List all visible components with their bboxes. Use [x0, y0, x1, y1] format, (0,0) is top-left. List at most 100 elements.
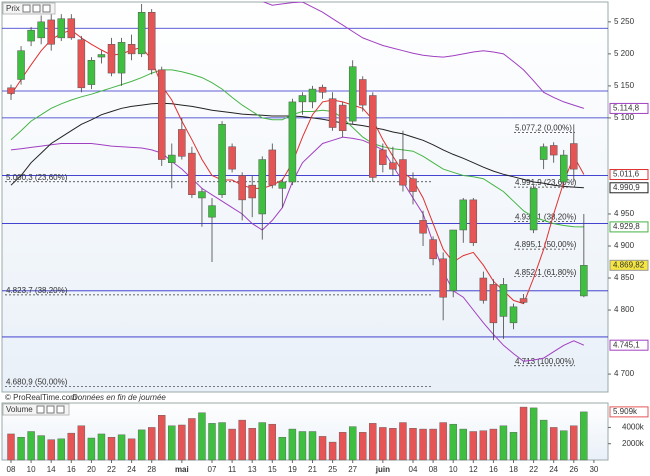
candle-body: [147, 11, 156, 71]
x-tick-label: 20: [87, 465, 96, 474]
volume-close-button[interactable]: [56, 405, 65, 414]
indicator-line: [10, 136, 585, 362]
value-box: [609, 259, 649, 271]
y-tick-label: 5 150: [614, 81, 635, 90]
volume-bar: [429, 428, 437, 461]
volume-bar: [258, 422, 266, 461]
volume-maximize-button[interactable]: [46, 405, 55, 414]
fib-label: 4.680,9 (50,00%): [6, 377, 68, 386]
candle-body: [268, 149, 277, 186]
x-tick-label: 11: [228, 465, 237, 474]
volume-bar: [318, 436, 327, 461]
x-tick-label: juin: [375, 465, 390, 474]
candle-body: [570, 143, 578, 170]
candle-body: [37, 21, 45, 39]
candle-body: [549, 145, 558, 156]
candle-body: [127, 44, 136, 55]
candle-body: [158, 69, 166, 160]
y-tick-label: 5 100: [614, 113, 635, 122]
candle-body: [519, 298, 528, 303]
fib-label: 4.823,7 (38,20%): [6, 286, 68, 295]
candle-body: [27, 29, 35, 42]
y-tick-label: 5 200: [614, 49, 635, 58]
fib-label: 4.991,9 (23,60%): [515, 178, 577, 187]
volume-bar: [349, 426, 357, 461]
axes: 5 250 5 200 5 150 5 100 4 950 4 900 4 850 4 800…: [7, 17, 649, 474]
value-box: [609, 406, 649, 418]
x-tick-label: 04: [409, 465, 418, 474]
value-box-label: 5.114,8: [613, 104, 640, 113]
volume-bar: [529, 407, 538, 461]
volume-settings-button[interactable]: [36, 405, 45, 414]
volume-bar: [158, 415, 166, 461]
candle-body: [57, 18, 65, 39]
x-tick-label: 21: [308, 465, 317, 474]
volume-bar: [399, 422, 407, 461]
x-tick-label: 19: [288, 465, 297, 474]
volume-bar: [580, 411, 588, 461]
indicator-line: [10, 29, 585, 305]
candle-body: [580, 265, 588, 297]
candle-body: [479, 277, 488, 301]
volume-bar: [147, 427, 156, 461]
candle-body: [529, 188, 538, 231]
candle-body: [288, 101, 297, 183]
volume-bar: [248, 428, 256, 461]
price-plot: 5.000,3 (23,60%) 4.823,7 (38,20%) 4.680,9 …: [2, 2, 608, 387]
indicator-line: [10, 102, 584, 189]
value-box-label: 4.869,82: [613, 260, 645, 269]
volume-bar: [298, 431, 307, 461]
candle-body: [107, 44, 116, 74]
candle-body: [499, 284, 508, 317]
volume-bar: [369, 423, 377, 461]
x-tick-label: 16: [67, 465, 76, 474]
candle-body: [298, 95, 307, 103]
volume-bar: [57, 438, 65, 461]
candle-body: [77, 39, 86, 89]
candle-body: [419, 220, 427, 234]
volume-bar: [208, 423, 216, 461]
fib-label: 4.895,1 (50,00%): [515, 240, 577, 249]
candle-body: [348, 66, 357, 122]
volume-bar: [419, 428, 427, 461]
candle-body: [379, 149, 387, 165]
volume-tick-label: 2000k: [622, 439, 645, 448]
volume-tick-label: 4000k: [622, 423, 645, 432]
y-tick-label: 4 900: [614, 241, 635, 250]
candle-body: [409, 178, 417, 192]
candle-body: [218, 124, 226, 196]
candle-body: [389, 162, 397, 170]
x-tick-label: 22: [107, 465, 116, 474]
volume-bar: [67, 432, 76, 461]
value-box-label: 4.929,8: [613, 222, 640, 231]
volume-label: Volume: [6, 405, 33, 414]
maximize-button[interactable]: [32, 4, 41, 13]
close-button[interactable]: [42, 4, 51, 13]
volume-bar: [107, 437, 116, 461]
x-tick-label: 16: [489, 465, 498, 474]
volume-bar: [37, 435, 45, 461]
volume-bar: [499, 425, 508, 461]
x-tick-label: 14: [47, 465, 56, 474]
candle-body: [248, 184, 256, 199]
volume-bar: [560, 430, 568, 461]
volume-bar: [308, 431, 317, 461]
volume-bar: [97, 433, 106, 461]
panel-label: Prix: [6, 4, 20, 13]
x-tick-label: 27: [348, 465, 357, 474]
volume-bar: [47, 439, 55, 461]
x-tick-label: 10: [27, 465, 36, 474]
candle-body: [509, 306, 518, 324]
candle-body: [178, 129, 186, 157]
x-tick-label: 18: [509, 465, 518, 474]
candle-body: [47, 19, 55, 45]
x-tick-label: mai: [175, 465, 189, 474]
volume-bar: [409, 428, 417, 461]
candle-body: [238, 175, 246, 201]
y-tick-label: 4 950: [614, 209, 635, 218]
settings-button[interactable]: [22, 4, 31, 13]
value-box-label: 4.745,1: [613, 340, 640, 349]
candle-body: [359, 79, 367, 106]
volume-bar: [178, 424, 186, 461]
